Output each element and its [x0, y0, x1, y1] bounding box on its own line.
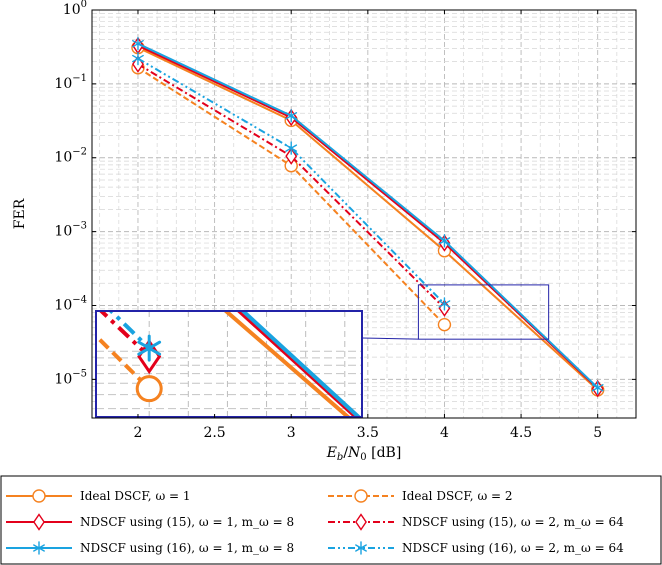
inset-series-4 — [96, 333, 163, 403]
inset-series-4-point — [135, 375, 163, 403]
inset-series-3 — [240, 311, 362, 417]
series-1-line — [137, 46, 599, 391]
legend-swatch-marker — [32, 489, 46, 503]
x-axis-label: Eb/N0 [dB] — [326, 445, 402, 463]
series-6-point — [438, 297, 451, 311]
inset-series — [96, 311, 362, 417]
series-2-line — [137, 44, 599, 390]
legend-item-2: NDSCF using (15), ω = 1, m_ω = 8 — [6, 513, 294, 531]
series-6-line — [137, 57, 446, 305]
inset-series-2-line — [236, 311, 359, 417]
legend-label: Ideal DSCF, ω = 1 — [80, 489, 191, 503]
inset-background — [96, 311, 362, 417]
legend-label: NDSCF using (15), ω = 1, m_ω = 8 — [80, 515, 294, 529]
series-4 — [131, 61, 452, 332]
inset-frame — [95, 310, 363, 418]
y-tick-label: 100 — [63, 0, 87, 18]
zoom-region-box — [417, 284, 550, 340]
legend: Ideal DSCF, ω = 1 NDSCF using (15), ω = 1… — [0, 475, 662, 565]
series-layer — [131, 36, 605, 398]
legend-swatch-marker — [33, 513, 45, 531]
zoom-inset — [95, 310, 363, 418]
x-tick-label: 3.5 — [357, 425, 379, 441]
inset-series-6 — [108, 311, 162, 362]
x-tick-label: 3 — [287, 425, 296, 441]
x-tick-label: 2.5 — [203, 425, 225, 441]
series-5-point — [285, 147, 298, 165]
legend-item-4: Ideal DSCF, ω = 2 — [328, 489, 513, 503]
y-tick-label: 10−5 — [54, 368, 87, 387]
y-tick-label: 10−1 — [54, 73, 87, 92]
legend-item-6: NDSCF using (16), ω = 2, m_ω = 64 — [328, 541, 624, 555]
legend-label: NDSCF using (15), ω = 2, m_ω = 64 — [402, 515, 624, 529]
series-6-point — [285, 141, 298, 155]
inset-series-3-line — [240, 311, 362, 417]
legend-item-3: NDSCF using (16), ω = 1, m_ω = 8 — [6, 541, 294, 555]
legend-swatch-marker — [354, 489, 368, 503]
series-3 — [132, 36, 604, 395]
series-4-point — [437, 317, 452, 332]
series-6 — [132, 51, 451, 311]
axis-ticks: 2 2.5 3 3.5 4 4.5 5 100 10−1 10−2 10−3 10−4 10−5 — [54, 0, 636, 441]
y-tick-label: 10−2 — [54, 147, 87, 166]
legend-swatch-marker — [355, 541, 367, 555]
inset-series-6-point — [137, 334, 162, 362]
legend-frame — [0, 475, 662, 565]
x-tick-label: 2 — [134, 425, 143, 441]
series-3-point — [285, 109, 298, 123]
x-tick-label: 5 — [593, 425, 602, 441]
series-3-line — [137, 42, 599, 389]
plot-frame — [91, 9, 637, 419]
legend-label: Ideal DSCF, ω = 2 — [402, 489, 513, 503]
y-tick-label: 10−4 — [54, 294, 87, 313]
legend-label: NDSCF using (16), ω = 1, m_ω = 8 — [80, 541, 294, 555]
legend-swatch-marker — [355, 513, 367, 531]
series-3-point — [438, 234, 451, 248]
series-3-point — [591, 381, 604, 395]
legend-item-1: Ideal DSCF, ω = 1 — [6, 489, 191, 503]
x-tick-label: 4 — [440, 425, 449, 441]
y-axis-label: FER — [12, 198, 28, 229]
legend-item-5: NDSCF using (15), ω = 2, m_ω = 64 — [328, 513, 624, 531]
x-tick-label: 4.5 — [510, 425, 532, 441]
legend-swatch-marker — [33, 541, 45, 555]
legend-label: NDSCF using (16), ω = 2, m_ω = 64 — [402, 541, 624, 555]
y-tick-label: 10−3 — [54, 221, 87, 240]
series-3-point — [132, 36, 144, 51]
inset-series-1-line — [222, 311, 352, 417]
inset-series-1 — [222, 311, 352, 417]
series-6-point — [132, 51, 144, 66]
zoom-connector-line — [361, 337, 419, 340]
inset-series-2 — [236, 311, 359, 417]
